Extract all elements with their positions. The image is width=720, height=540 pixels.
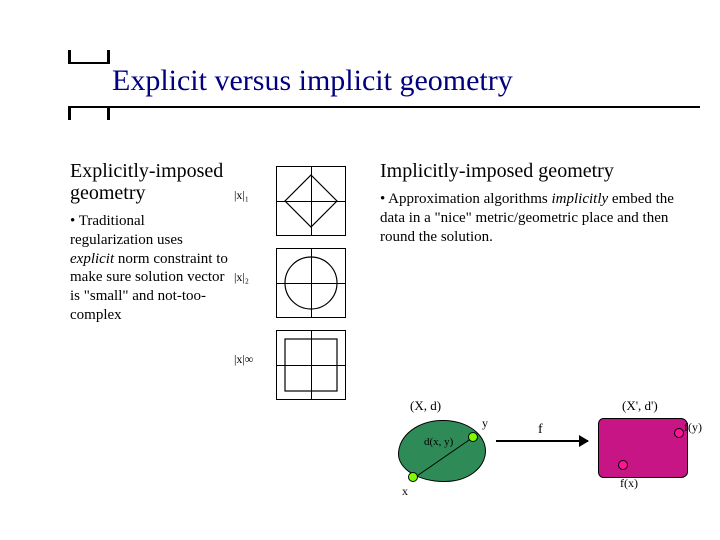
left-column: Explicitly-imposed geometry • Traditiona… bbox=[70, 160, 230, 325]
norm-label-l2: |x|₂ bbox=[234, 270, 249, 285]
title-rule-right bbox=[104, 106, 700, 108]
right-bullet-em: implicitly bbox=[552, 191, 609, 207]
right-body: • Approximation algorithms implicitly em… bbox=[380, 190, 690, 246]
l2-ball-icon bbox=[277, 249, 345, 317]
left-bullet-pre: • Traditional regularization uses bbox=[70, 213, 183, 248]
map-arrow-icon bbox=[496, 440, 588, 442]
metric-right-label: (X', d') bbox=[622, 398, 658, 414]
norm-label-linf: |x|∞ bbox=[234, 352, 253, 367]
page-title: Explicit versus implicit geometry bbox=[112, 64, 513, 98]
left-body: • Traditional regularization uses explic… bbox=[70, 212, 230, 325]
point-x-label: x bbox=[402, 484, 408, 499]
linf-ball-icon bbox=[277, 331, 345, 399]
title-rule-bottom bbox=[68, 106, 110, 120]
norms-figure: |x|₁ |x|₂ |x|∞ bbox=[238, 160, 360, 406]
fy-label: f(y) bbox=[684, 420, 702, 435]
norm-row-l1: |x|₁ bbox=[238, 160, 360, 242]
map-f-label: f bbox=[538, 422, 543, 438]
norm-box-l1 bbox=[276, 166, 346, 236]
norm-box-linf bbox=[276, 330, 346, 400]
metric-left-label: (X, d) bbox=[410, 398, 441, 414]
norm-label-l1: |x|₁ bbox=[234, 188, 249, 203]
point-y-dot bbox=[468, 432, 478, 442]
point-fy-dot bbox=[674, 428, 684, 438]
fx-label: f(x) bbox=[620, 476, 638, 491]
point-y-label: y bbox=[482, 416, 488, 431]
right-subhead: Implicitly-imposed geometry bbox=[380, 160, 690, 182]
right-bullet-pre: • Approximation algorithms bbox=[380, 191, 552, 207]
dxy-label: d(x, y) bbox=[424, 436, 453, 448]
title-rule-top bbox=[68, 50, 110, 64]
right-column: Implicitly-imposed geometry • Approximat… bbox=[380, 160, 690, 246]
norm-row-linf: |x|∞ bbox=[238, 324, 360, 406]
point-fx-dot bbox=[618, 460, 628, 470]
left-bullet-em: explicit bbox=[70, 251, 114, 267]
point-x-dot bbox=[408, 472, 418, 482]
norm-row-l2: |x|₂ bbox=[238, 242, 360, 324]
l1-ball-icon bbox=[277, 167, 345, 235]
left-subhead: Explicitly-imposed geometry bbox=[70, 160, 230, 204]
dxy-edge-icon bbox=[394, 416, 494, 496]
space-xprime-blob bbox=[598, 418, 688, 478]
embedding-figure: (X, d) (X', d') x y d(x, y) f f(x) f(y) bbox=[388, 380, 698, 520]
norm-box-l2 bbox=[276, 248, 346, 318]
